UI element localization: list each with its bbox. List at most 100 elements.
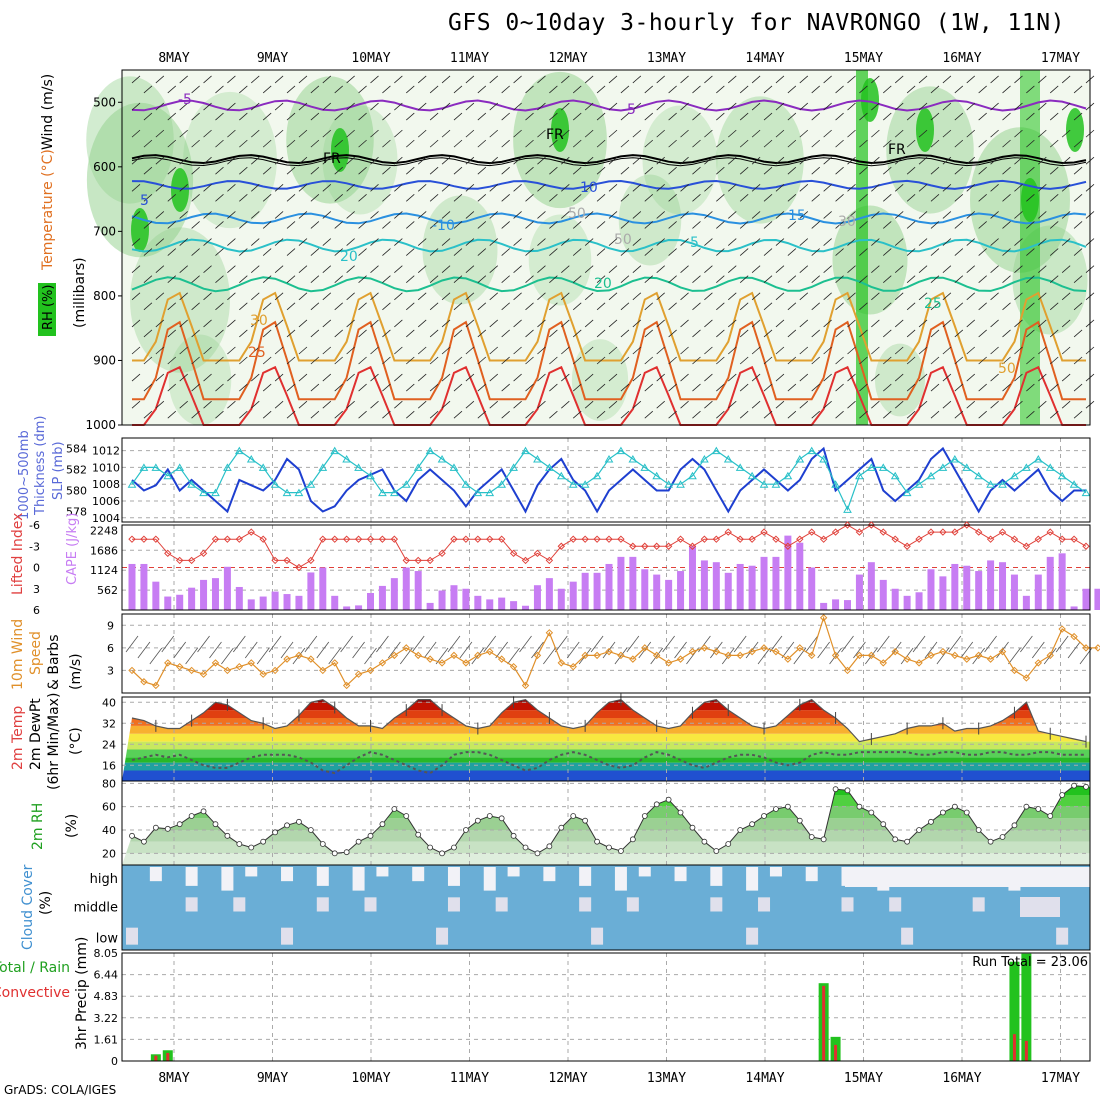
wind-barb [644, 221, 654, 229]
li-marker [223, 535, 232, 543]
wind-barb [239, 329, 248, 338]
wind-marker [986, 655, 995, 663]
day-label-top: 11MAY [450, 51, 489, 66]
wind-barb [823, 75, 832, 84]
wind-barb [239, 275, 248, 283]
contour-label: 20 [340, 249, 358, 265]
wind-barb [417, 346, 427, 355]
slp-marker [533, 455, 542, 463]
wind-marker [808, 651, 816, 660]
wind-barb [739, 329, 749, 338]
wind-barb [608, 156, 618, 165]
wind-barb [608, 184, 618, 192]
cape-bar [426, 602, 434, 610]
wind-marker [736, 651, 744, 660]
wind-barb [644, 383, 654, 392]
wind-barb [632, 373, 642, 382]
wind-barb [358, 248, 367, 256]
wind-barb [680, 156, 689, 165]
rh-high-shading [916, 108, 934, 152]
precip-tick-label: 6.44 [94, 969, 119, 982]
contour-label: FR [323, 151, 341, 167]
rh-marker [689, 824, 696, 831]
wind-barb [739, 221, 749, 229]
wind-barb [406, 302, 415, 311]
li-marker [509, 549, 518, 558]
day-label-bottom: 10MAY [351, 1071, 390, 1086]
temp-color-band [122, 699, 1090, 703]
wind-barb [644, 329, 654, 338]
wind-barb [1061, 129, 1071, 138]
wind-barb [346, 211, 355, 219]
wind-barb [561, 238, 570, 246]
cloud-high-gap [579, 867, 592, 886]
wind-barb [501, 410, 510, 419]
wind-barb [203, 75, 212, 84]
wind-marker [605, 647, 613, 656]
wind-barb [799, 129, 809, 138]
wind-barb [894, 373, 904, 382]
wind-marker [438, 659, 446, 667]
wind-barb [716, 166, 725, 175]
wind-barb [918, 400, 928, 409]
wind-barb [1026, 85, 1035, 94]
wind-barb [453, 112, 463, 121]
ylabel-cape: CAPE (J/kg) [65, 513, 80, 585]
wind-barb [811, 410, 820, 419]
rh-marker [188, 813, 195, 819]
wind-barb [453, 275, 463, 283]
rh-marker [474, 817, 481, 824]
wind-barb [942, 292, 952, 301]
cloud-middle-gap [447, 897, 460, 912]
wind-marker [319, 666, 327, 675]
wind-barb [680, 373, 689, 382]
wind-barb [978, 329, 987, 338]
wind-barb [668, 166, 677, 175]
wind-marker [1070, 632, 1078, 641]
wind-barb [1061, 265, 1071, 273]
wind-barb [227, 400, 236, 409]
wind-barb [310, 410, 320, 419]
wind-barb [656, 292, 665, 301]
wind-barb [286, 383, 296, 392]
li-marker [235, 535, 244, 543]
wind-barb [1061, 75, 1071, 84]
wind-barb [274, 238, 284, 246]
slp-marker [998, 480, 1007, 488]
wind-barb [787, 383, 797, 392]
wind-barb [596, 410, 606, 419]
wind-barb [215, 410, 224, 419]
ylabel-precip: 3hr Precip (mm) [74, 937, 90, 1050]
cape-bar [283, 594, 291, 610]
wind-barb [143, 221, 153, 229]
wind-barb [644, 139, 654, 148]
wind-barb [429, 356, 439, 365]
wind-marker [283, 655, 291, 663]
wind-barb [990, 238, 999, 246]
wind-barb [227, 102, 236, 111]
wind-barb [561, 265, 570, 273]
wind-barb [465, 129, 475, 138]
wind-barb [954, 139, 964, 148]
wind-barb [1038, 211, 1047, 219]
wind-barb [918, 319, 928, 328]
wind-barb [441, 184, 451, 192]
wind-barb [250, 156, 260, 165]
wind-barb [358, 112, 367, 121]
wind-barb [799, 346, 809, 355]
surface-wind-barb [376, 635, 389, 653]
wind-barb [883, 410, 892, 419]
slp-marker [711, 446, 721, 455]
wind-barb [990, 400, 999, 409]
li-marker [951, 528, 959, 536]
precip-convective-bar [834, 1044, 838, 1061]
wind-barb [632, 102, 642, 111]
wind-barb [859, 329, 868, 338]
li-marker [748, 535, 756, 543]
wind-barb [978, 194, 987, 202]
wind-barb [620, 139, 630, 148]
wind-barb [871, 184, 880, 192]
wind-barb [608, 373, 618, 382]
surface-wind-barb [554, 635, 568, 653]
isotherm-freezing-2 [131, 157, 1087, 167]
